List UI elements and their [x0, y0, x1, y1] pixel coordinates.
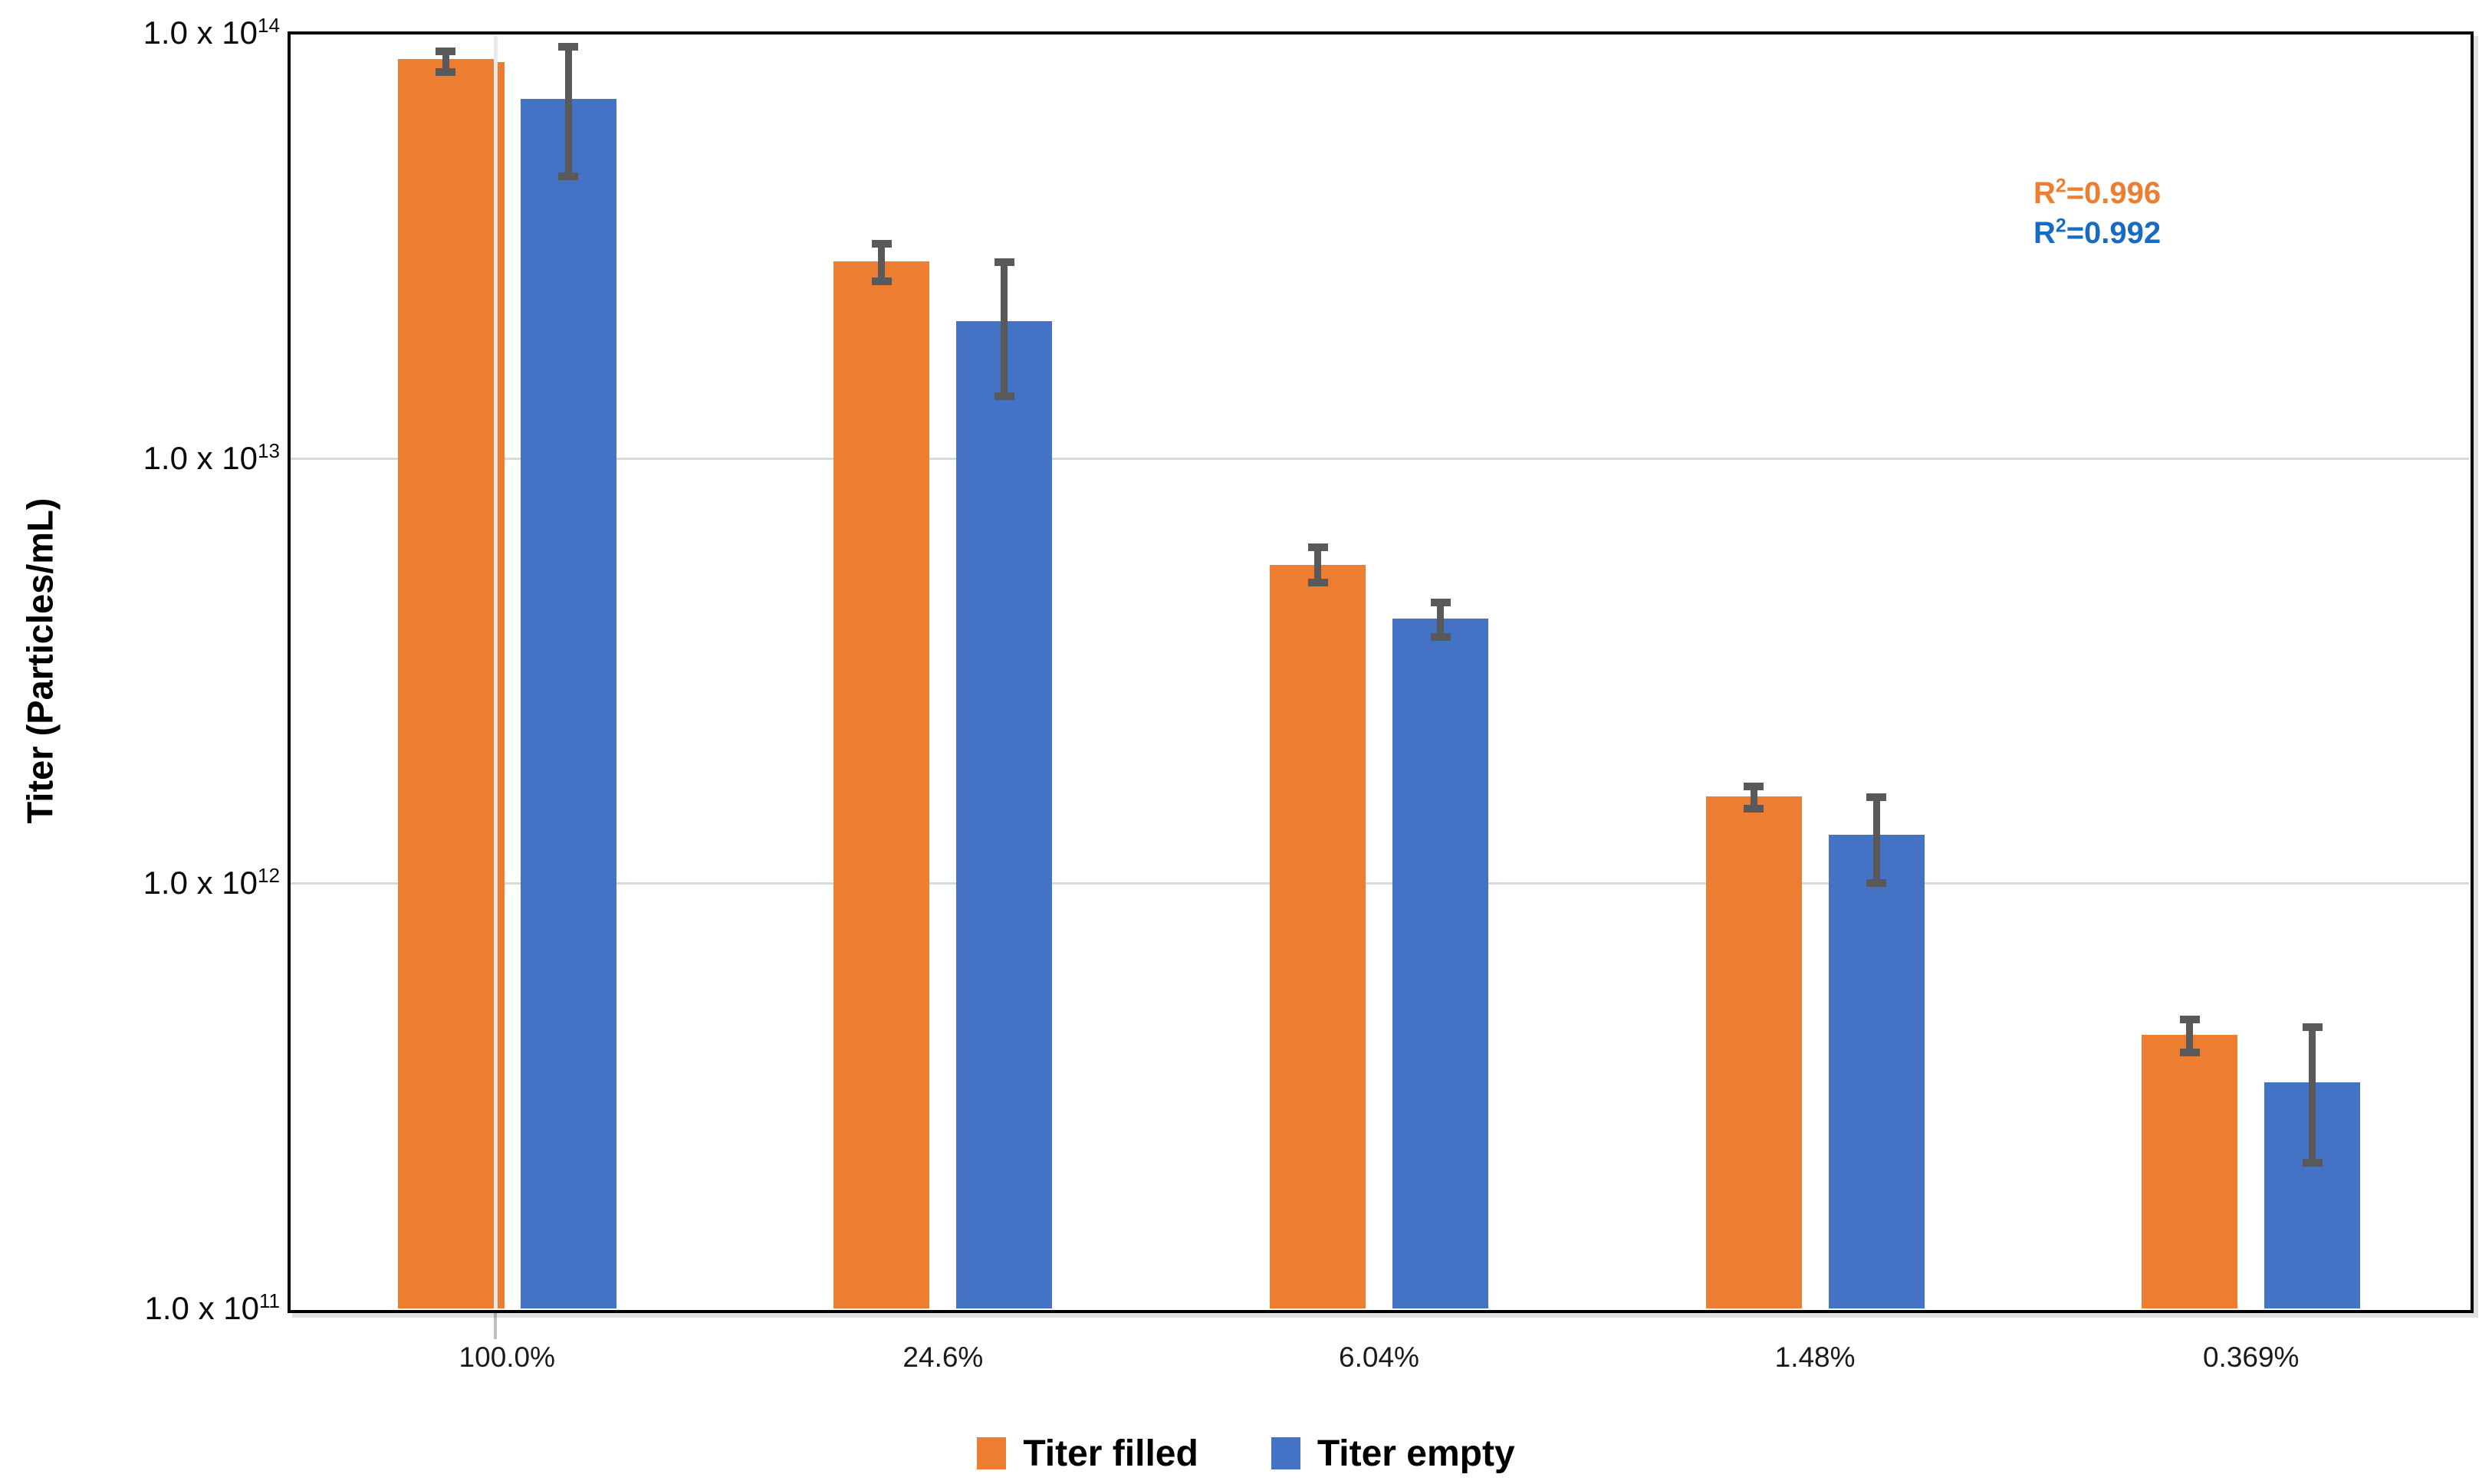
legend-swatch [977, 1437, 1007, 1469]
y-tick-label: 1.0 x 1013 [143, 438, 280, 476]
category-tick-mark [493, 1312, 497, 1339]
y-tick-label: 1.0 x 1012 [143, 864, 280, 901]
error-bar-cap-bottom [2179, 1049, 2200, 1057]
x-tick-label: 0.369% [2202, 1341, 2300, 1373]
y-tick-label: 1.0 x 1014 [143, 14, 280, 51]
plot-area [289, 33, 2469, 1308]
bar-filled [2142, 1035, 2238, 1308]
x-tick-label: 24.6% [902, 1341, 984, 1373]
bar-empty [1828, 835, 1925, 1308]
error-bar-stem [564, 46, 572, 177]
bar-filled [397, 58, 494, 1308]
error-bar-cap-bottom [2302, 1159, 2323, 1167]
x-tick-label: 1.48% [1774, 1341, 1856, 1373]
bar-filled [1270, 565, 1366, 1308]
bar-filled [1705, 796, 1802, 1308]
error-bar-stem [2186, 1019, 2194, 1053]
r-squared-value: R2=0.992 [2033, 215, 2162, 250]
error-bar-cap-top [871, 240, 892, 248]
legend-item: Titer empty [1271, 1433, 1515, 1475]
x-tick-label: 100.0% [459, 1341, 556, 1373]
r-squared-annotations: R2=0.996 R2=0.992 [2033, 173, 2161, 253]
bar-empty [520, 98, 616, 1308]
error-bar-cap-bottom [994, 392, 1014, 400]
legend-swatch [1271, 1437, 1300, 1469]
error-bar-stem [878, 243, 886, 282]
bar-empty [956, 320, 1053, 1308]
error-bar-cap-bottom [436, 67, 456, 76]
r-squared-value: R2=0.996 [2033, 176, 2162, 210]
category-gridline [493, 36, 498, 1308]
error-bar-cap-bottom [558, 172, 579, 181]
error-bar-cap-top [558, 43, 579, 51]
error-bar-cap-top [2179, 1016, 2200, 1024]
error-bar-cap-bottom [871, 277, 892, 286]
bar-edge-sliver [498, 61, 505, 1308]
gridline [289, 457, 2469, 460]
error-bar-cap-top [1307, 543, 1328, 551]
error-bar-stem [442, 50, 449, 72]
error-bar-stem [2309, 1026, 2316, 1164]
y-axis-title: Titer (Particles/mL) [19, 497, 61, 824]
legend-label: Titer empty [1317, 1433, 1515, 1474]
error-bar-cap-bottom [1430, 632, 1451, 641]
error-bar-cap-top [1430, 598, 1451, 606]
legend-label: Titer filled [1023, 1433, 1198, 1474]
y-tick-label: 1.0 x 1011 [144, 1289, 280, 1326]
error-bar-cap-bottom [1744, 804, 1764, 813]
error-bar-stem [1750, 785, 1757, 809]
error-bar-stem [1314, 546, 1321, 583]
error-bar-cap-top [994, 258, 1014, 267]
gridline [289, 882, 2469, 885]
bar-empty [1392, 618, 1488, 1308]
error-bar-cap-top [1744, 782, 1764, 790]
error-bar-cap-top [436, 47, 456, 55]
error-bar-cap-bottom [1866, 879, 1887, 888]
error-bar-cap-top [1866, 793, 1887, 802]
legend: Titer filled Titer empty [0, 1423, 2492, 1484]
error-bar-stem [1872, 796, 1880, 884]
error-bar-cap-top [2302, 1023, 2323, 1032]
legend-item: Titer filled [977, 1433, 1198, 1475]
bar-filled [833, 261, 930, 1308]
error-bar-cap-bottom [1307, 578, 1328, 586]
x-tick-label: 6.04% [1339, 1341, 1419, 1373]
error-bar-stem [1001, 261, 1008, 396]
error-bar-stem [1437, 601, 1444, 637]
